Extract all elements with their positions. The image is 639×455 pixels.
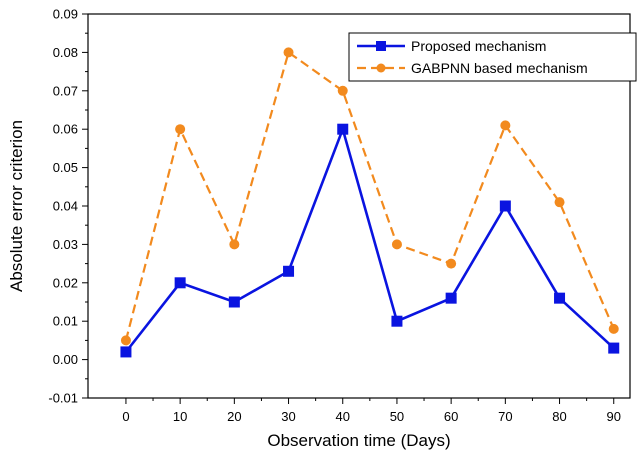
legend-label: Proposed mechanism [411,38,546,54]
data-point [283,47,294,58]
y-axis-title: Absolute error criterion [7,120,26,292]
x-tick-label: 80 [552,409,566,424]
data-point [499,200,511,212]
data-point [391,239,402,250]
data-point [337,85,348,96]
series-line [124,125,615,353]
y-tick-label: 0.01 [53,314,78,329]
data-point [445,292,457,304]
series-layer [120,47,620,358]
data-point [175,124,186,135]
y-tick-label: -0.01 [48,391,78,406]
data-point [228,296,240,308]
x-tick-label: 40 [336,409,350,424]
y-tick-label: 0.08 [53,45,78,60]
series-0 [120,123,620,358]
legend-marker [376,41,386,51]
x-tick-label: 60 [444,409,458,424]
legend: Proposed mechanism GABPNN based mechanism [348,32,637,82]
series-line [124,50,615,341]
legend-marker [376,63,386,73]
legend-box [348,32,637,82]
y-tick-label: 0.09 [53,7,78,22]
y-tick-label: 0.02 [53,275,78,290]
data-point [391,315,403,327]
x-tick-label: 20 [227,409,241,424]
x-tick-label: 50 [390,409,404,424]
x-tick-label: 10 [173,409,187,424]
y-tick-label: 0.04 [53,199,78,214]
data-point [174,277,186,289]
data-point [608,323,619,334]
y-tick-label: 0.03 [53,237,78,252]
y-tick-label: 0.07 [53,83,78,98]
data-point [337,123,349,135]
data-point [120,335,131,346]
data-point [554,292,566,304]
x-tick-label: 90 [607,409,621,424]
data-point [120,346,132,358]
data-point [229,239,240,250]
series-1 [120,47,619,346]
y-tick-label: 0.00 [53,352,78,367]
plot-area: -0.01 0.00 0.01 0.02 0.03 0.04 0.05 0.06 0.07 0.0… [48,7,631,424]
legend-label: GABPNN based mechanism [411,60,588,76]
data-point [554,197,565,208]
data-point [283,265,295,277]
data-point [446,258,457,269]
x-tick-label: 30 [281,409,295,424]
x-tick-label: 0 [122,409,129,424]
x-axis-title: Observation time (Days) [267,431,450,450]
data-point [500,120,511,131]
data-point [608,342,620,354]
y-tick-label: 0.06 [53,122,78,137]
x-tick-label: 70 [498,409,512,424]
y-tick-label: 0.05 [53,160,78,175]
